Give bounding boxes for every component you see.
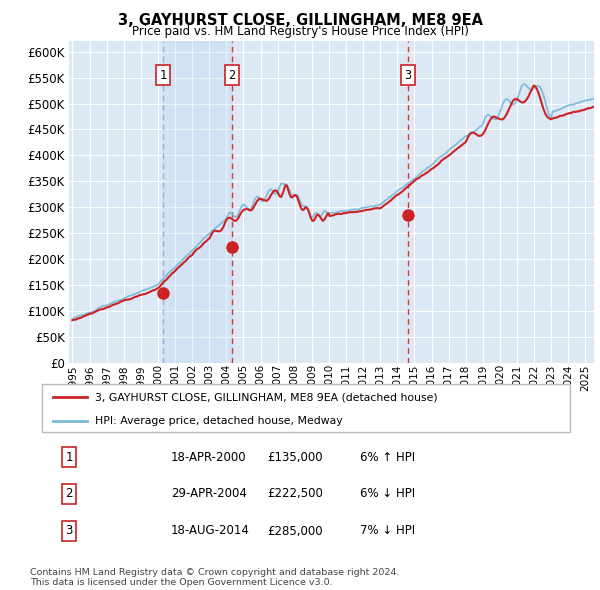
- Text: Price paid vs. HM Land Registry's House Price Index (HPI): Price paid vs. HM Land Registry's House …: [131, 25, 469, 38]
- Text: 6% ↓ HPI: 6% ↓ HPI: [360, 487, 415, 500]
- Text: 2: 2: [229, 68, 236, 81]
- Text: 18-APR-2000: 18-APR-2000: [171, 451, 247, 464]
- Text: 1: 1: [160, 68, 166, 81]
- Text: 3, GAYHURST CLOSE, GILLINGHAM, ME8 9EA: 3, GAYHURST CLOSE, GILLINGHAM, ME8 9EA: [118, 13, 482, 28]
- Bar: [163, 41, 232, 363]
- FancyBboxPatch shape: [42, 384, 570, 432]
- Text: 3: 3: [404, 68, 412, 81]
- Text: £285,000: £285,000: [267, 525, 323, 537]
- Text: Contains HM Land Registry data © Crown copyright and database right 2024.
This d: Contains HM Land Registry data © Crown c…: [30, 568, 400, 587]
- Text: 7% ↓ HPI: 7% ↓ HPI: [360, 525, 415, 537]
- Text: £135,000: £135,000: [267, 451, 323, 464]
- Text: 18-AUG-2014: 18-AUG-2014: [171, 525, 250, 537]
- Text: HPI: Average price, detached house, Medway: HPI: Average price, detached house, Medw…: [95, 416, 343, 426]
- Text: 3: 3: [65, 525, 73, 537]
- Text: 6% ↑ HPI: 6% ↑ HPI: [360, 451, 415, 464]
- Text: 29-APR-2004: 29-APR-2004: [171, 487, 247, 500]
- Text: £222,500: £222,500: [267, 487, 323, 500]
- Text: 2: 2: [65, 487, 73, 500]
- Text: 3, GAYHURST CLOSE, GILLINGHAM, ME8 9EA (detached house): 3, GAYHURST CLOSE, GILLINGHAM, ME8 9EA (…: [95, 392, 437, 402]
- Text: 1: 1: [65, 451, 73, 464]
